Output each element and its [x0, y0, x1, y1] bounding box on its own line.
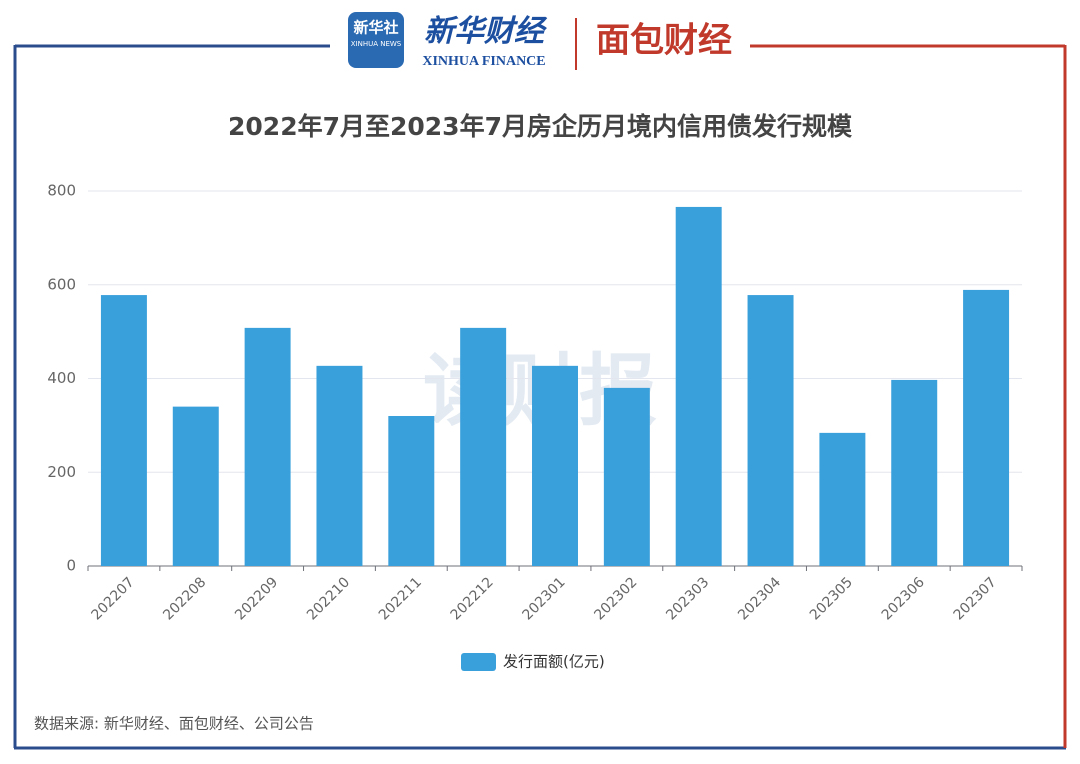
y-tick-label: 0 — [66, 557, 76, 575]
bar — [100, 295, 147, 566]
bar — [819, 432, 866, 566]
logo-xinhua: 新华社 — [353, 19, 398, 37]
bar — [388, 416, 435, 566]
bar — [172, 406, 219, 566]
bar — [460, 327, 507, 566]
x-tick-label: 202302 — [591, 574, 640, 623]
x-tick-label: 202307 — [951, 574, 1000, 623]
y-tick-label: 600 — [47, 275, 76, 293]
logo-finance-en: XINHUA FINANCE — [422, 54, 545, 69]
source-note: 数据来源: 新华财经、面包财经、公司公告 — [34, 715, 314, 733]
legend-swatch — [461, 653, 496, 671]
x-tick-label: 202306 — [879, 574, 928, 623]
y-tick-label: 800 — [47, 182, 76, 200]
bar — [963, 289, 1010, 566]
x-tick-label: 202209 — [232, 574, 281, 623]
bar — [244, 327, 291, 566]
bar — [316, 365, 363, 566]
bar — [532, 365, 578, 566]
x-tick-label: 202305 — [807, 574, 856, 623]
x-tick-label: 202207 — [88, 574, 137, 623]
x-tick-label: 202301 — [520, 574, 569, 623]
x-tick-label: 202211 — [376, 574, 425, 623]
x-tick-label: 202208 — [160, 574, 209, 623]
x-tick-label: 202212 — [448, 574, 497, 623]
x-tick-label: 202210 — [304, 574, 353, 623]
logo-mianbao: 面包财经 — [596, 21, 732, 61]
x-tick-label: 202303 — [663, 574, 712, 623]
bar — [603, 387, 650, 566]
legend-label: 发行面额(亿元) — [503, 653, 605, 671]
logo-xinhua-en: XINHUA NEWS — [351, 40, 402, 48]
chart-title: 2022年7月至2023年7月房企历月境内信用债发行规模 — [228, 112, 853, 141]
logo-xinhua-box — [348, 12, 404, 68]
logo-finance: 新华财经 — [424, 15, 548, 48]
x-tick-label: 202304 — [735, 574, 784, 623]
bar — [675, 206, 722, 566]
y-tick-label: 400 — [47, 369, 76, 387]
y-tick-label: 200 — [47, 463, 76, 481]
bar — [891, 379, 938, 566]
bar — [747, 295, 794, 566]
